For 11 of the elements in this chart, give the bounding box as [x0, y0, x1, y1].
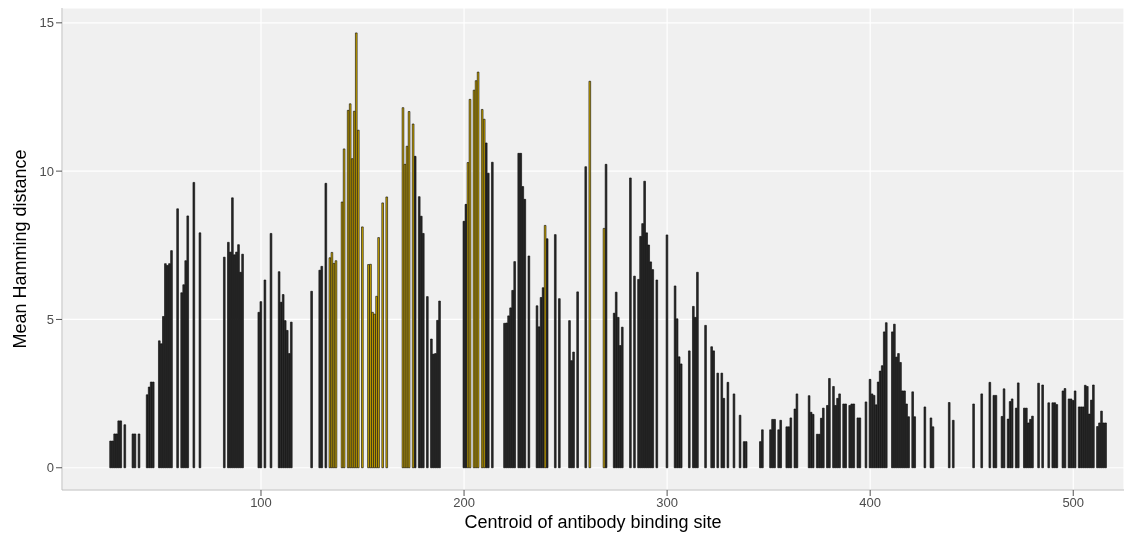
y-tick-label: 10 [39, 163, 54, 179]
y-tick-label: 15 [39, 15, 54, 31]
x-axis-title: Centroid of antibody binding site [464, 512, 722, 532]
y-axis-title: Mean Hamming distance [10, 149, 31, 349]
y-tick-label: 0 [46, 460, 54, 476]
x-tick-label: 300 [656, 495, 678, 511]
x-tick-label: 400 [859, 495, 882, 511]
x-tick-label: 500 [1062, 495, 1085, 511]
y-tick-label: 5 [46, 312, 54, 328]
x-tick-label: 100 [250, 495, 272, 511]
x-tick-label: 200 [453, 495, 475, 511]
